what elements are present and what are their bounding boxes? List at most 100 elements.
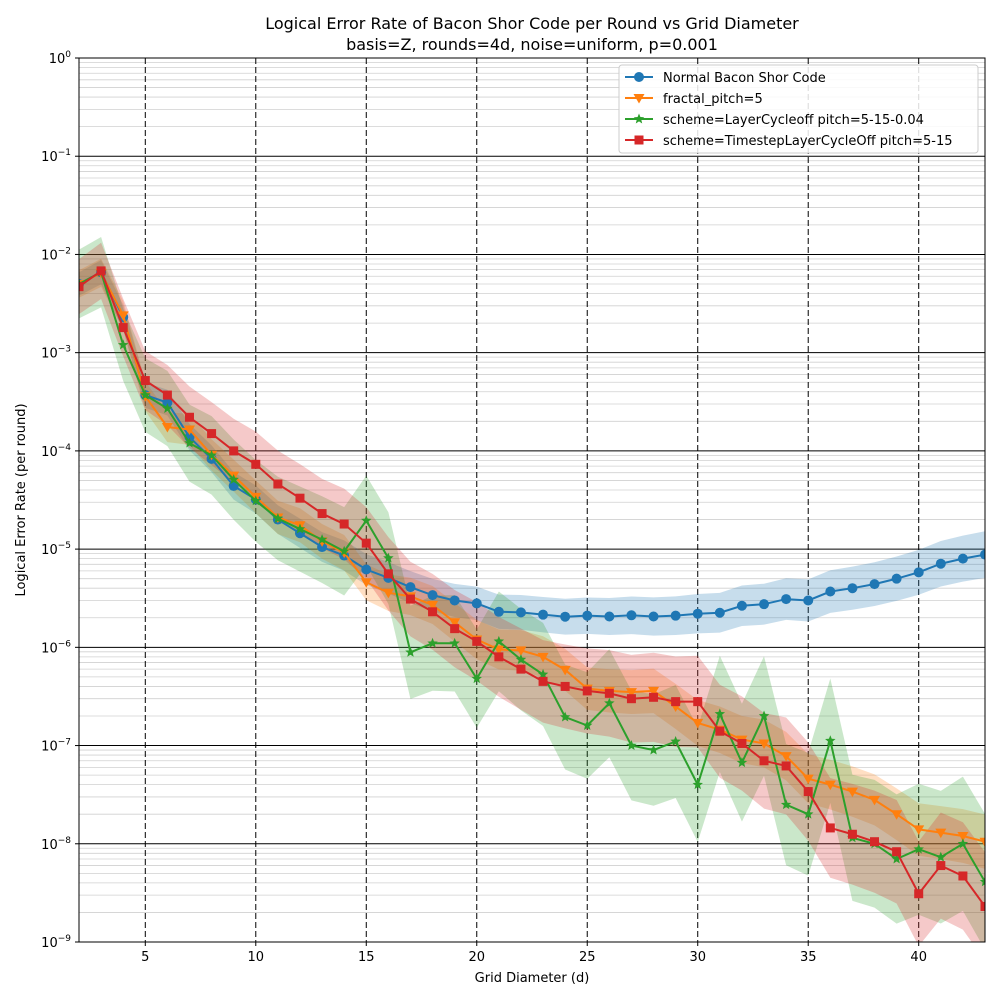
series-3-point <box>979 876 985 887</box>
series-4-point <box>649 692 659 702</box>
series-2-point <box>427 600 439 611</box>
series-3-point <box>604 697 615 708</box>
series-1-point <box>515 607 526 618</box>
series-4-point <box>339 519 349 529</box>
y-tick-label: 10−2 <box>41 246 71 263</box>
axis-ticks: 5 10 15 20 25 30 35 40 10−9 10−8 10−7 10−6 10−5 10−4 1… <box>41 50 927 965</box>
series-1-point <box>493 606 504 617</box>
series-4-point <box>405 594 415 604</box>
legend-swatch-marker <box>633 94 645 104</box>
y-tick-label: 10−5 <box>41 541 71 558</box>
series-3-point <box>206 449 217 460</box>
series-2-point <box>625 688 637 698</box>
series-4-point <box>79 282 84 292</box>
series-4-point <box>494 652 504 662</box>
series-2-point <box>382 588 394 599</box>
series-3-point <box>780 799 792 810</box>
series-4-point <box>803 787 813 797</box>
series-1-point <box>957 553 968 564</box>
x-axis-title: Grid Diameter (d) <box>475 971 590 986</box>
series-1-point <box>781 594 792 605</box>
series-2-point <box>979 837 985 848</box>
series-1-point <box>759 599 770 610</box>
series-3-point <box>449 637 460 648</box>
y-tick-label: 10−6 <box>41 639 71 656</box>
y-tick-label: 10−3 <box>41 345 71 362</box>
series-3-point <box>316 534 328 545</box>
y-tick-label: 100 <box>49 50 72 67</box>
series-1-point <box>626 610 637 621</box>
series-1-point <box>560 611 571 622</box>
series-2-point <box>692 718 704 729</box>
x-tick-label: 15 <box>358 950 375 965</box>
series-3-point <box>383 552 394 563</box>
series-1-point <box>449 595 460 606</box>
series-3-point <box>891 853 902 864</box>
series-3-point <box>272 512 284 523</box>
series-2-point <box>846 787 858 798</box>
series-3-point <box>913 843 924 854</box>
series-1-point <box>670 610 681 621</box>
series-1-point <box>803 595 814 606</box>
series-2-point <box>824 780 836 791</box>
chart-title: Logical Error Rate of Bacon Shor Code pe… <box>265 14 799 33</box>
series-3-point <box>537 668 549 679</box>
legend-box <box>618 64 979 154</box>
series-4-point <box>759 756 769 766</box>
series-3-point <box>493 635 505 646</box>
series-2-point <box>161 423 173 433</box>
series-3-point <box>626 740 637 751</box>
series-4-point <box>693 697 703 707</box>
series-2-point <box>537 652 549 663</box>
series-1-point <box>471 598 482 609</box>
legend-swatch-marker <box>633 113 645 124</box>
series-1-point <box>162 397 173 408</box>
series-4-point <box>847 829 857 839</box>
series-3-point <box>802 808 814 819</box>
series-4-point <box>715 726 725 736</box>
series-4-point <box>450 624 460 634</box>
series-1-confidence-band <box>79 260 985 636</box>
plot-area <box>79 236 985 942</box>
legend-label: scheme=LayerCycleoff pitch=5-15-0.04 <box>663 113 924 128</box>
series-1-point <box>980 549 985 560</box>
series-2-point <box>449 618 461 628</box>
series-1-point <box>935 558 946 569</box>
series-1-point <box>582 610 593 621</box>
series-4-point <box>516 664 526 674</box>
series-1-point <box>692 608 703 619</box>
x-tick-label: 35 <box>800 950 817 965</box>
series-3-point <box>228 474 239 485</box>
y-tick-label: 10−4 <box>41 443 71 460</box>
x-tick-label: 5 <box>141 950 149 965</box>
series-4-point <box>604 688 614 698</box>
series-3-point <box>559 711 571 722</box>
series-3-point <box>405 646 416 657</box>
series-2-point <box>957 832 969 842</box>
y-axis-title: Logical Error Rate (per round) <box>14 403 29 596</box>
series-3-point <box>338 545 350 556</box>
series-2-point <box>648 686 660 697</box>
legend: Normal Bacon Shor Code fractal_pitch=5sch… <box>618 64 979 154</box>
series-4-point <box>626 694 636 704</box>
series-2-point <box>913 825 925 835</box>
series-1-point <box>891 573 902 584</box>
series-3-point <box>184 437 195 448</box>
series-4-point <box>295 493 305 503</box>
series-1-point <box>714 607 725 618</box>
series-4-point <box>229 446 239 456</box>
legend-label: scheme=TimestepLayerCycleOff pitch=5-15 <box>663 134 953 149</box>
series-1-point <box>869 579 880 590</box>
x-tick-label: 40 <box>910 950 927 965</box>
legend-label: Normal Bacon Shor Code <box>663 71 826 86</box>
series-4-point <box>273 479 283 489</box>
series-4-point <box>361 538 371 548</box>
series-4-point <box>936 861 946 871</box>
series-4-point <box>892 847 902 857</box>
series-1-point <box>361 564 372 575</box>
series-4-point <box>582 686 592 696</box>
series-1-point <box>847 583 858 594</box>
series-3-point <box>957 838 969 849</box>
series-4-point <box>140 376 150 386</box>
